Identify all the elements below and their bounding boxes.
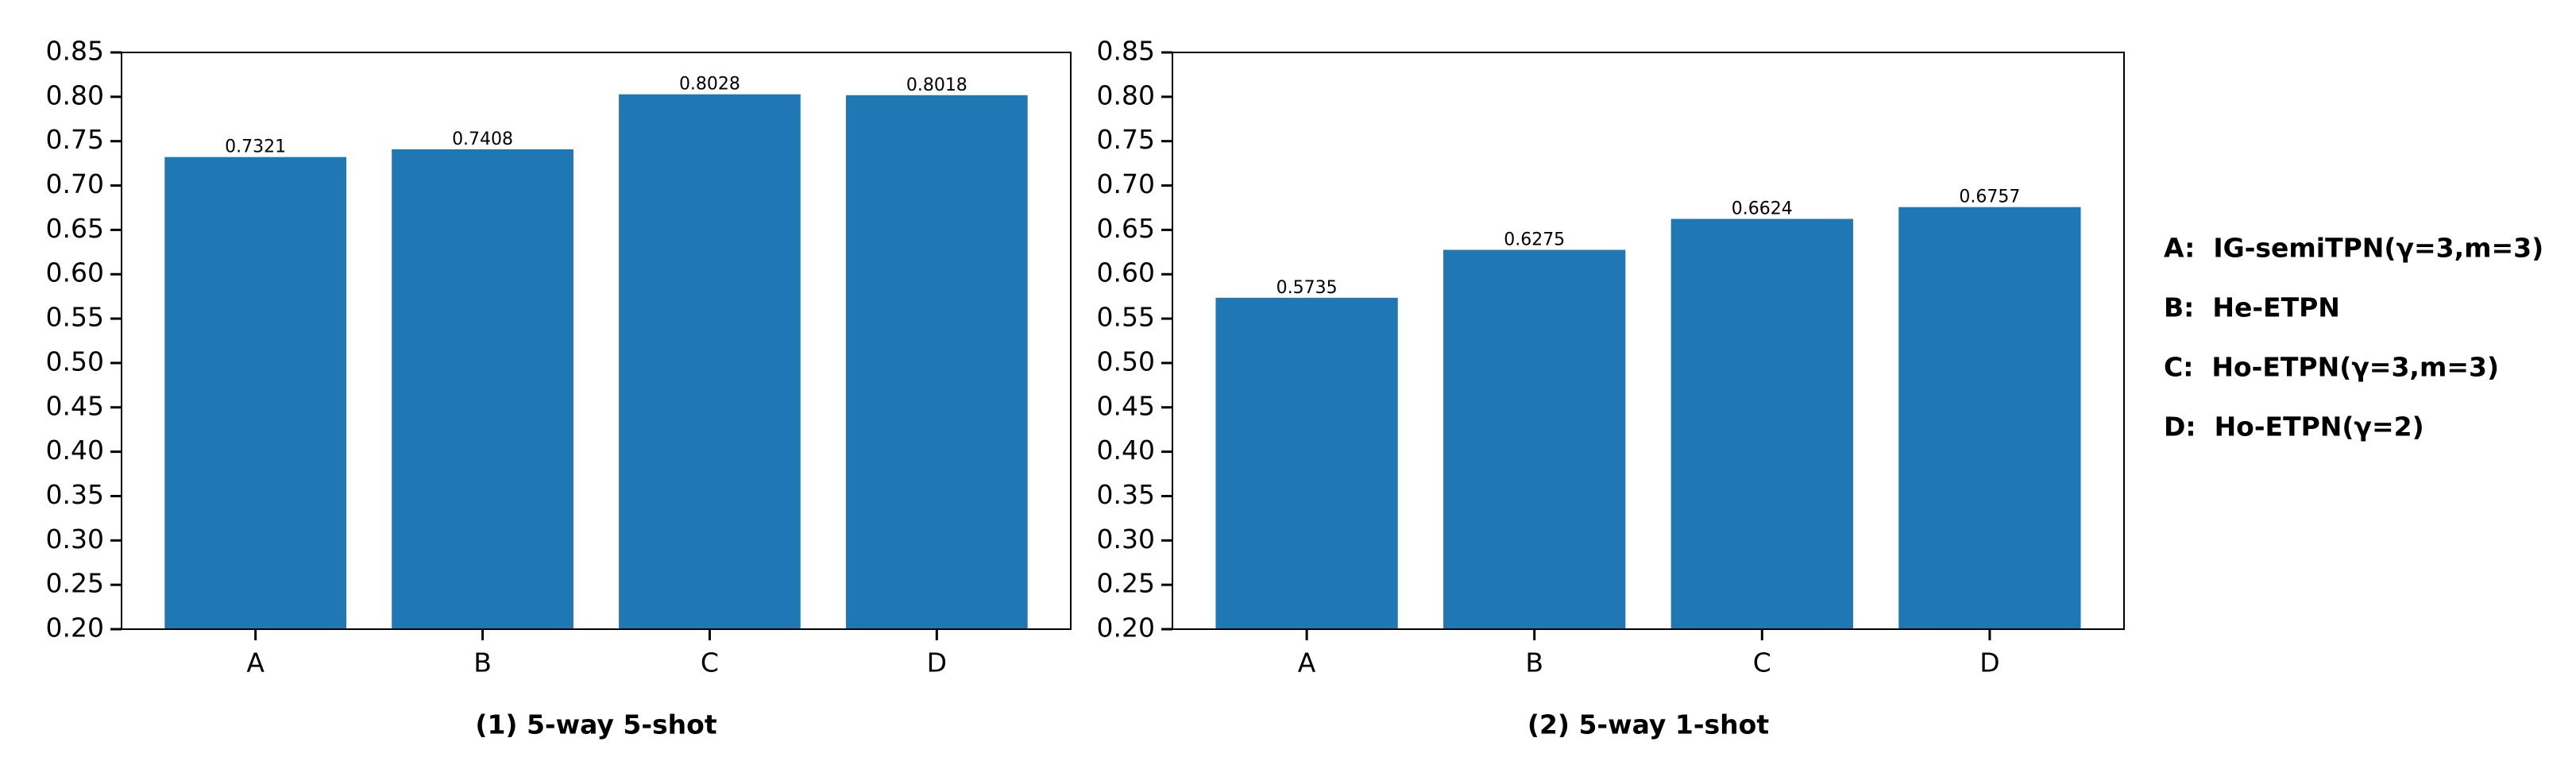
value-label: 0.5735 — [1276, 278, 1338, 298]
y-tick-label: 0.35 — [1097, 479, 1155, 510]
y-tick-label: 0.35 — [46, 479, 104, 510]
y-tick-label: 0.45 — [1097, 390, 1155, 421]
legend-note: C: Ho-ETPN(γ=3,m=3) — [2164, 352, 2499, 383]
x-tick-label: B — [473, 647, 492, 678]
value-label: 0.7408 — [452, 129, 513, 149]
y-tick-label: 0.50 — [46, 346, 104, 377]
x-tick-label: D — [1979, 647, 1999, 678]
bar — [1215, 297, 1398, 629]
y-tick-label: 0.25 — [1097, 568, 1155, 599]
y-tick-label: 0.40 — [46, 435, 104, 466]
chart-title: (2) 5-way 1-shot — [1527, 709, 1769, 740]
y-tick-label: 0.45 — [46, 390, 104, 421]
bar — [164, 157, 347, 629]
x-tick-label: B — [1525, 647, 1543, 678]
y-tick-label: 0.75 — [46, 124, 104, 155]
bar — [1443, 249, 1626, 629]
y-tick-label: 0.85 — [46, 36, 104, 67]
legend-note: A: IG-semiTPN(γ=3,m=3) — [2164, 233, 2543, 264]
legend-note: D: Ho-ETPN(γ=2) — [2164, 412, 2424, 442]
y-tick-label: 0.60 — [1097, 257, 1155, 288]
value-label: 0.6624 — [1732, 199, 1793, 219]
x-tick-label: C — [1753, 647, 1771, 678]
y-tick-label: 0.80 — [46, 79, 104, 110]
legend-note: B: He-ETPN — [2164, 292, 2340, 323]
y-tick-label: 0.30 — [46, 524, 104, 555]
y-tick-label: 0.80 — [1097, 79, 1155, 110]
x-tick-label: C — [701, 647, 719, 678]
x-tick-label: A — [246, 647, 265, 678]
x-tick-label: D — [927, 647, 947, 678]
value-label: 0.8018 — [906, 75, 967, 95]
plot-frame — [1172, 52, 2125, 630]
bar — [1670, 218, 1853, 629]
value-label: 0.6275 — [1504, 230, 1565, 250]
value-label: 0.6757 — [1959, 187, 2020, 207]
plot-frame — [121, 52, 1072, 630]
y-tick-label: 0.55 — [1097, 302, 1155, 333]
bar — [619, 94, 801, 630]
y-tick-label: 0.65 — [46, 213, 104, 244]
y-tick-label: 0.70 — [1097, 168, 1155, 199]
y-tick-label: 0.85 — [1097, 36, 1155, 67]
y-tick-label: 0.75 — [1097, 124, 1155, 155]
value-label: 0.7321 — [225, 137, 286, 157]
value-label: 0.8028 — [679, 75, 740, 95]
y-tick-label: 0.70 — [46, 168, 104, 199]
bar — [392, 149, 574, 629]
y-tick-label: 0.20 — [1097, 612, 1155, 643]
y-tick-label: 0.40 — [1097, 435, 1155, 466]
y-tick-label: 0.50 — [1097, 346, 1155, 377]
y-tick-label: 0.55 — [46, 302, 104, 333]
x-tick-label: A — [1298, 647, 1316, 678]
bar — [845, 95, 1028, 629]
y-tick-label: 0.65 — [1097, 213, 1155, 244]
y-tick-label: 0.60 — [46, 257, 104, 288]
bar — [1898, 207, 2081, 629]
chart-title: (1) 5-way 5-shot — [475, 709, 716, 740]
y-tick-label: 0.30 — [1097, 524, 1155, 555]
y-tick-label: 0.20 — [46, 612, 104, 643]
y-tick-label: 0.25 — [46, 568, 104, 599]
